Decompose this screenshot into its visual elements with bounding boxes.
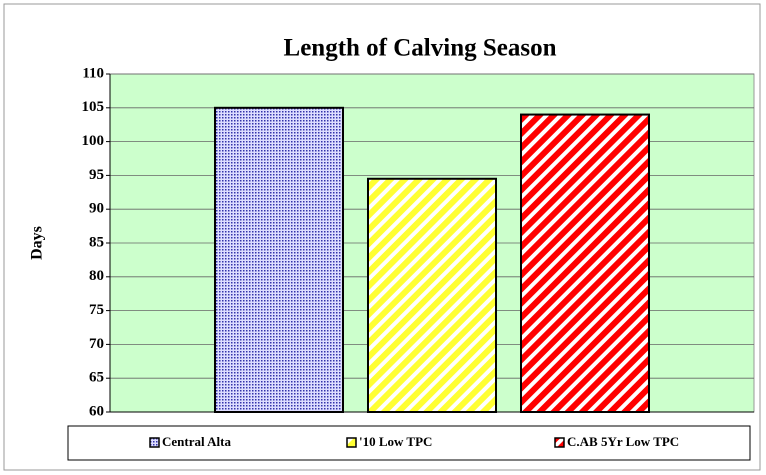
y-tick-label: 110 bbox=[82, 65, 104, 81]
y-tick-label: 90 bbox=[89, 201, 104, 217]
y-tick-label: 95 bbox=[89, 167, 104, 183]
legend-label: '10 Low TPC bbox=[359, 434, 432, 449]
legend-swatch bbox=[554, 437, 565, 448]
legend-swatch bbox=[149, 437, 160, 448]
y-axis-label: Days bbox=[29, 226, 46, 260]
y-tick-label: 80 bbox=[89, 268, 104, 284]
y-tick-label: 70 bbox=[89, 336, 104, 352]
y-tick-label: 65 bbox=[89, 370, 104, 386]
bar bbox=[214, 106, 344, 414]
y-tick-label: 85 bbox=[89, 234, 104, 250]
legend-label: C.AB 5Yr Low TPC bbox=[567, 434, 679, 449]
bar bbox=[367, 177, 497, 413]
legend-box bbox=[67, 425, 751, 461]
y-tick-label: 75 bbox=[89, 302, 104, 318]
legend-label: Central Alta bbox=[162, 434, 231, 449]
chart-title: Length of Calving Season bbox=[284, 35, 557, 62]
legend-swatch bbox=[346, 437, 357, 448]
y-tick-label: 60 bbox=[89, 403, 104, 419]
y-tick-label: 105 bbox=[82, 99, 105, 115]
bar bbox=[520, 113, 650, 413]
y-tick-label: 100 bbox=[82, 133, 105, 149]
